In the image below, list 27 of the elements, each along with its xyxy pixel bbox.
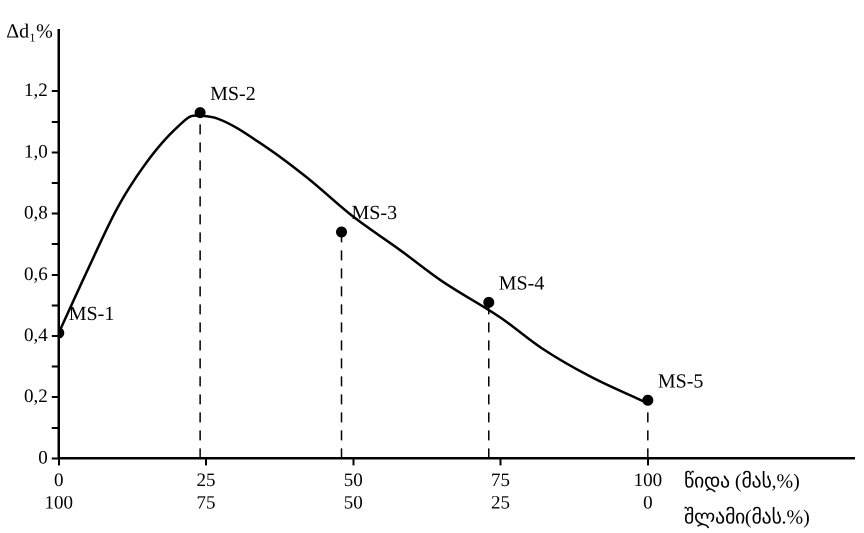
x-tick-label: 25 (196, 470, 216, 491)
x2-tick-label: 75 (196, 492, 216, 514)
x2-tick-label: 100 (44, 492, 73, 514)
annotation: MS-4 (498, 272, 544, 295)
annotation: MS-5 (658, 370, 704, 393)
y-tick-label: 0 (38, 447, 48, 468)
x-axis-title: წიდა (მას,%) (684, 470, 800, 493)
x2-tick-label: 50 (344, 492, 363, 514)
y-tick-label: 0,2 (24, 386, 48, 408)
x2-axis-title: შლამი(მას.%) (684, 506, 810, 528)
annotation: MS-3 (352, 202, 398, 224)
annotation: MS-2 (210, 82, 256, 105)
y-tick-label: 1,2 (24, 80, 48, 102)
point (336, 226, 348, 238)
x-tick-label: 100 (634, 470, 662, 491)
x-tick-label: 0 (54, 470, 64, 491)
y-tick-label: 0,6 (24, 264, 48, 285)
point (483, 296, 494, 308)
y-axis-title: Δd₁% (6, 20, 53, 42)
y-tick-label: 0,8 (24, 202, 48, 224)
x-tick-label: 75 (491, 470, 510, 491)
x2-tick-label: 25 (491, 492, 510, 514)
x-tick-label: 50 (344, 470, 363, 491)
y-tick-label: 1,0 (24, 141, 48, 162)
y-tick-label: 0,4 (24, 324, 48, 346)
annotation: MS-1 (68, 303, 114, 326)
x2-tick-label: 0 (643, 492, 653, 514)
